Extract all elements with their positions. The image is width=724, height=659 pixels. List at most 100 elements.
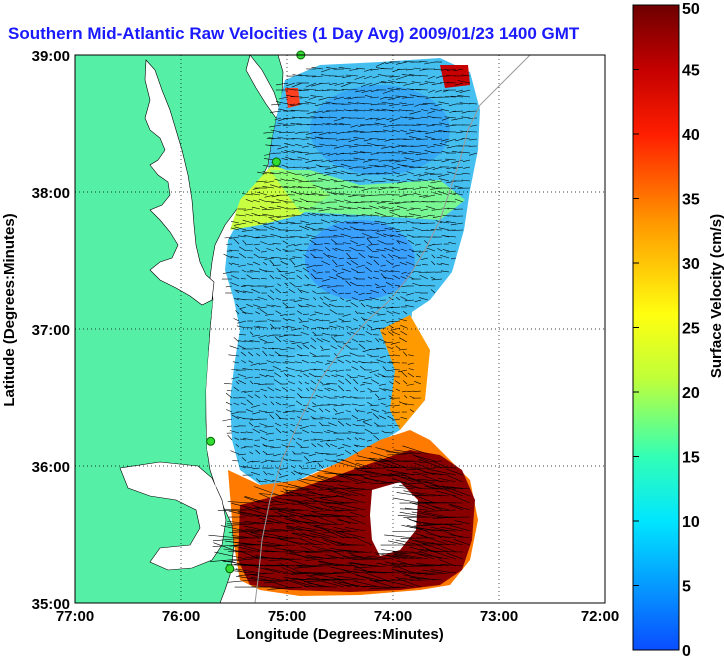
velocity-vector [409, 213, 422, 217]
velocity-vector [244, 557, 268, 560]
velocity-vector [291, 533, 310, 539]
velocity-vector [406, 292, 415, 296]
velocity-vector [348, 138, 359, 142]
velocity-vector [354, 109, 366, 112]
velocity-vector [419, 75, 429, 77]
velocity-vector [290, 471, 296, 476]
velocity-vector [350, 555, 380, 560]
velocity-vector [442, 207, 450, 210]
velocity-vector [383, 572, 401, 574]
velocity-vector [255, 449, 261, 455]
velocity-vector [374, 374, 380, 378]
velocity-vector [407, 390, 415, 392]
velocity-vector [433, 485, 464, 497]
velocity-vector [350, 302, 359, 308]
velocity-vector [224, 383, 233, 385]
velocity-vector [336, 495, 366, 504]
velocity-vector [399, 337, 408, 343]
velocity-vector [309, 369, 317, 371]
velocity-vector [364, 95, 373, 98]
x-tick-label: 74:00 [374, 608, 412, 625]
velocity-vector [255, 236, 268, 239]
velocity-vector [318, 421, 324, 427]
velocity-vector [227, 579, 254, 583]
velocity-vector [321, 453, 331, 455]
velocity-vector [312, 402, 317, 406]
velocity-vector [450, 222, 464, 226]
velocity-vector [336, 271, 345, 275]
velocity-vector [406, 208, 415, 211]
velocity-vector [389, 211, 401, 217]
velocity-vector [300, 369, 310, 373]
velocity-vector [270, 446, 282, 449]
velocity-vector [414, 103, 422, 107]
velocity-vector [322, 319, 331, 322]
velocity-vector [316, 432, 324, 434]
velocity-vector [344, 378, 352, 385]
velocity-vector [306, 264, 317, 268]
velocity-vector [371, 379, 380, 385]
velocity-vector [357, 206, 366, 210]
velocity-vector [289, 389, 296, 392]
velocity-vector [225, 401, 233, 406]
velocity-vector [312, 290, 317, 294]
velocity-vector [381, 108, 394, 112]
velocity-vector [282, 481, 289, 483]
velocity-vector [394, 291, 401, 294]
velocity-vector [401, 390, 408, 393]
velocity-vector [370, 355, 380, 358]
velocity-vector [328, 422, 338, 427]
velocity-vector [324, 374, 331, 378]
velocity-vector [317, 462, 324, 469]
velocity-vector [345, 423, 352, 427]
velocity-vector [357, 250, 366, 252]
velocity-vector [249, 380, 254, 385]
velocity-vector [290, 259, 296, 266]
velocity-vector [324, 502, 352, 505]
velocity-vector [350, 124, 359, 128]
velocity-vector [337, 359, 345, 364]
velocity-vector [344, 96, 352, 100]
velocity-vector [229, 249, 240, 252]
velocity-vector [439, 178, 450, 182]
velocity-vector [352, 449, 359, 455]
velocity-vector [286, 526, 303, 532]
velocity-vector [329, 276, 338, 280]
velocity-vector [305, 543, 324, 546]
velocity-vector [361, 362, 373, 364]
velocity-vector [236, 303, 240, 308]
velocity-vector [307, 582, 331, 588]
station-delmarva-marker [271, 157, 281, 167]
velocity-vector [313, 525, 338, 532]
velocity-vector [287, 103, 296, 106]
velocity-vector [241, 457, 247, 462]
velocity-vector [399, 511, 429, 518]
x-axis: 77:00 76:00 75:00 74:00 73:00 72:00 Long… [56, 608, 619, 643]
velocity-vector [334, 96, 345, 100]
velocity-vector [232, 361, 240, 364]
velocity-vector [376, 249, 387, 252]
velocity-vector [441, 485, 471, 497]
velocity-vector [262, 186, 275, 189]
velocity-vector [314, 277, 324, 280]
velocity-vector [393, 449, 422, 455]
velocity-vector [413, 390, 422, 392]
velocity-vector [353, 444, 359, 448]
velocity-vector [241, 269, 247, 273]
velocity-vector [343, 556, 373, 560]
velocity-vector [319, 143, 331, 147]
velocity-vector [279, 236, 289, 238]
velocity-vector [375, 447, 401, 455]
velocity-vector [255, 390, 261, 393]
velocity-vector [326, 207, 338, 210]
velocity-vector [249, 331, 254, 336]
velocity-vector [366, 445, 373, 448]
velocity-vector [381, 474, 401, 476]
velocity-vector [244, 532, 261, 539]
velocity-vector [418, 550, 443, 560]
velocity-vector [384, 534, 415, 539]
velocity-vector [290, 122, 303, 126]
velocity-vector [369, 297, 380, 301]
velocity-vector [352, 378, 359, 385]
velocity-vector [262, 222, 275, 226]
